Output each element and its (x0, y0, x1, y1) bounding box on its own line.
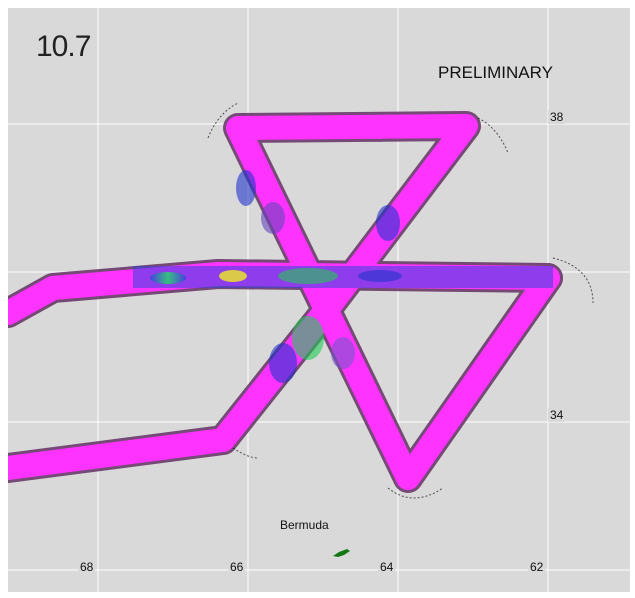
lon-tick-68: 68 (78, 560, 96, 574)
status-tag: PRELIMINARY (438, 63, 553, 82)
lon-tick-66: 66 (228, 560, 246, 574)
lat-tick-38: 38 (548, 110, 566, 124)
lon-tick-62: 62 (528, 560, 546, 574)
swath-map (8, 8, 630, 592)
map-panel: 10.7 PRELIMINARY 38 34 68 66 64 62 Bermu… (8, 8, 630, 592)
lat-tick-34: 34 (548, 408, 566, 422)
frame-label: 10.7 (36, 30, 91, 63)
bermuda-land (333, 549, 350, 557)
lon-tick-64: 64 (378, 560, 396, 574)
anomaly-patches (133, 170, 553, 383)
turn-fringes (207, 102, 594, 499)
bermuda-label: Bermuda (280, 518, 329, 532)
flight-track-shadow (8, 111, 563, 493)
